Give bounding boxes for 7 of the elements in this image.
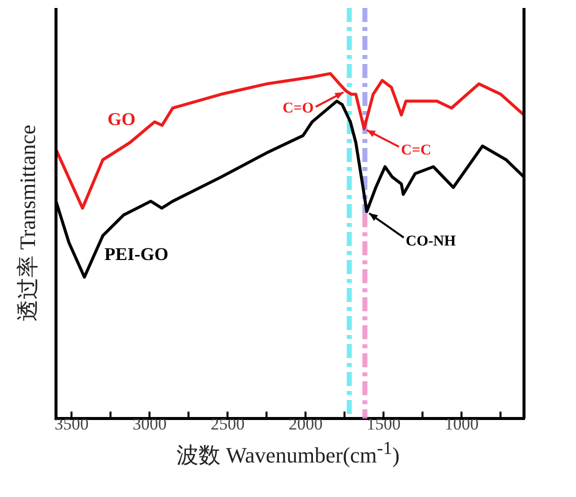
series-label: PEI-GO [104,244,168,264]
annotation: CO-NH [406,233,456,250]
series-label: GO [108,108,136,129]
y-axis-title: 透过率 Transmittance [14,124,41,322]
x-axis-title: 波数 Wavenumber(cm$^{-1}$) [175,438,401,470]
annotation: C=O [282,100,314,117]
annotation: C=C [400,142,432,159]
